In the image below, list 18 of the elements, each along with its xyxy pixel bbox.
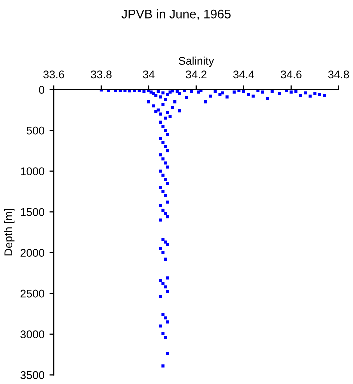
x-tick-label: 34.8 — [328, 70, 350, 79]
x-tick-label: 33.8 — [91, 70, 112, 79]
x-tick-label: 34.6 — [281, 70, 302, 79]
y-tick-label: 1000 — [21, 168, 45, 176]
x-tick-label: 34.4 — [234, 70, 254, 79]
y-tick-label: 2000 — [20, 249, 45, 258]
y-tick-label: 3500 — [20, 371, 45, 380]
x-axis-title: Salinity — [179, 56, 214, 68]
chart-title: JPVB in June, 1965 — [122, 10, 231, 20]
y-tick-label: 2500 — [20, 290, 45, 298]
y-tick-label: 500 — [26, 126, 45, 135]
x-tick-label: 33.6 — [44, 70, 64, 79]
x-tick-label: 34 — [143, 70, 155, 79]
y-axis-title: Depth [m] — [4, 209, 15, 256]
y-tick-label: 3000 — [20, 330, 45, 339]
y-tick-label: 0 — [39, 86, 45, 94]
x-tick-label: 34.2 — [186, 70, 207, 79]
y-tick-label: 1500 — [21, 208, 45, 216]
